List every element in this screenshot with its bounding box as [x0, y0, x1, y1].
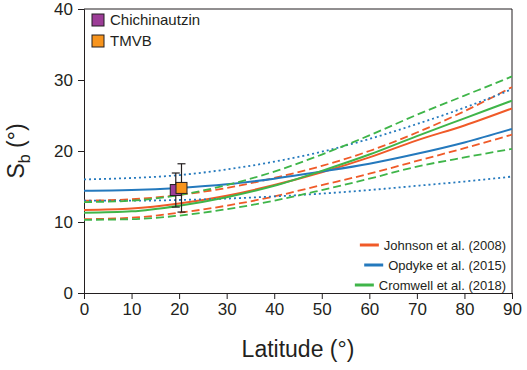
tick-mark: [78, 222, 84, 223]
tick: 40: [265, 293, 284, 319]
tick: 50: [313, 293, 332, 319]
tick-label: 10: [123, 300, 142, 319]
tick-mark: [512, 293, 513, 299]
error-bar-cap: [177, 163, 185, 164]
series-line: [84, 76, 512, 202]
tick: 30: [54, 71, 84, 90]
tick-mark: [78, 9, 84, 10]
tick: 10: [123, 293, 142, 319]
point: [176, 182, 187, 193]
tick: 60: [360, 293, 379, 319]
legend-swatch: [360, 244, 379, 247]
series-line: [84, 129, 512, 191]
tick-label: 30: [218, 300, 237, 319]
tick: 0: [80, 293, 89, 319]
frame-top: [84, 9, 512, 10]
tick-mark: [179, 293, 180, 299]
tick: 90: [503, 293, 522, 319]
tick: 20: [54, 142, 84, 161]
tick-label: 60: [360, 300, 379, 319]
tick-mark: [369, 293, 370, 299]
tick-mark: [322, 293, 323, 299]
chart: 0 10 20 30 40 50 60 70 80 90 0 10 20 30 40 Latitude (°)…: [0, 0, 527, 370]
tick: 30: [218, 293, 237, 319]
legend-swatch: [92, 14, 104, 26]
tick: 20: [170, 293, 189, 319]
tick-label: 30: [54, 71, 73, 90]
legend-entry: Opdyke et al. (2015): [364, 258, 506, 273]
series-line: [84, 149, 512, 220]
tick-label: 40: [265, 300, 284, 319]
tick-mark: [78, 80, 84, 81]
legend-label: Johnson et al. (2008): [384, 238, 506, 253]
series-line: [84, 101, 512, 213]
legend-label: TMVB: [110, 32, 152, 49]
tick-label: 20: [170, 300, 189, 319]
legend-label: Chichinautzin: [110, 11, 200, 28]
tick-label: 70: [408, 300, 427, 319]
tick-mark: [132, 293, 133, 299]
axis-line: [85, 294, 513, 300]
legend-entry: Johnson et al. (2008): [360, 238, 506, 253]
x-axis: 0 10 20 30 40 50 60 70 80 90: [80, 293, 522, 319]
tick: 0: [64, 284, 84, 303]
legend-points: Chichinautzin TMVB: [92, 11, 200, 49]
error-bar-cap: [177, 211, 185, 212]
tick-label: 0: [64, 284, 73, 303]
series-line: [84, 87, 512, 201]
plot-area: [84, 76, 512, 219]
series-line: [84, 177, 512, 201]
tick-mark: [227, 293, 228, 299]
error-bar-cap: [172, 206, 180, 207]
legend-swatch: [92, 35, 104, 47]
legend-label: Cromwell et al. (2018): [379, 278, 506, 293]
tick-mark: [464, 293, 465, 299]
legend-entry: TMVB: [92, 32, 152, 49]
tick: 70: [408, 293, 427, 319]
tick-label: 50: [313, 300, 332, 319]
tick-mark: [274, 293, 275, 299]
tick: 80: [455, 293, 474, 319]
tick: 10: [54, 213, 84, 232]
y-axis: 0 10 20 30 40: [54, 0, 84, 303]
legend-entry: Chichinautzin: [92, 11, 200, 28]
legend-lines: Johnson et al. (2008) Opdyke et al. (2015…: [355, 238, 506, 293]
legend-label: Opdyke et al. (2015): [388, 258, 506, 273]
tick: 40: [54, 0, 84, 19]
series-line: [84, 89, 512, 179]
legend-swatch: [355, 284, 374, 287]
legend-swatch: [364, 264, 383, 267]
tick-label: 90: [503, 300, 522, 319]
frame-right: [512, 9, 513, 293]
legend-entry: Cromwell et al. (2018): [355, 278, 506, 293]
tick-label: 10: [54, 213, 73, 232]
tick-label: 80: [455, 300, 474, 319]
y-axis-title: Sb (°): [3, 123, 33, 178]
axis-line: [78, 10, 85, 294]
tick-label: 20: [54, 142, 73, 161]
tick-label: 40: [54, 0, 73, 19]
tick-mark: [417, 293, 418, 299]
error-bar-cap: [172, 172, 180, 173]
x-axis-title: Latitude (°): [242, 336, 355, 362]
tick-mark: [78, 293, 84, 294]
tick-mark: [78, 151, 84, 152]
tick-label: 0: [80, 300, 89, 319]
